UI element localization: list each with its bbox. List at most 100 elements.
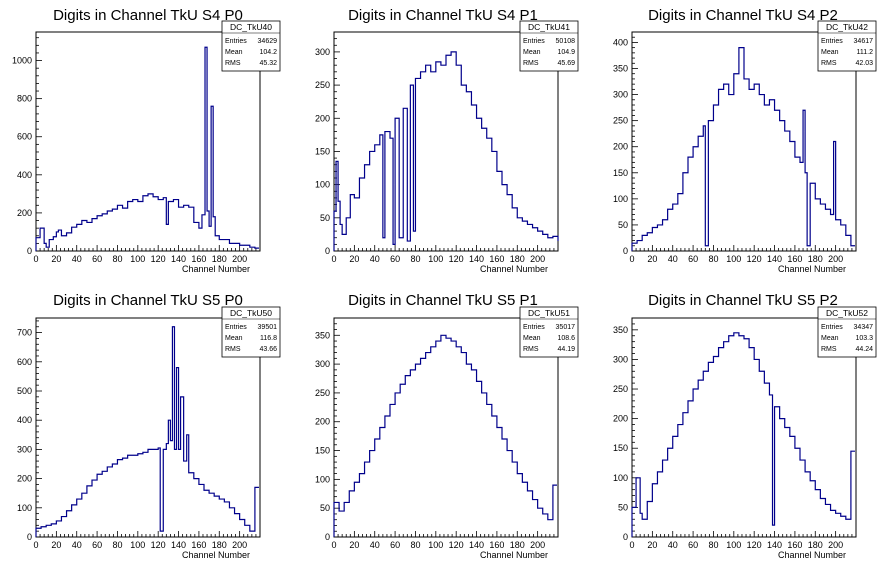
- stats-name: DC_TkU42: [826, 22, 868, 32]
- histogram-series: [631, 332, 855, 537]
- x-tick-label: 100: [130, 254, 145, 264]
- x-tick-label: 20: [51, 540, 61, 550]
- x-tick-label: 200: [232, 540, 247, 550]
- x-tick-label: 20: [349, 540, 359, 550]
- x-tick-label: 120: [151, 540, 166, 550]
- y-tick-label: 50: [618, 502, 628, 512]
- stats-box-frame: [519, 20, 579, 72]
- stats-label: RMS: [523, 346, 539, 353]
- x-tick-label: 140: [767, 254, 782, 264]
- x-tick-label: 20: [349, 254, 359, 264]
- x-tick-label: 0: [33, 254, 38, 264]
- x-axis-label: Channel Number: [182, 550, 250, 560]
- y-tick-label: 300: [315, 359, 330, 369]
- x-tick-label: 140: [171, 254, 186, 264]
- histogram-panel-0: Digits in Channel TkU S4 P0 0 20 40 60 80 100 1…: [12, 7, 281, 274]
- stats-box-frame: [221, 20, 281, 72]
- x-tick-label: 100: [726, 540, 741, 550]
- x-tick-label: 160: [787, 540, 802, 550]
- y-tick-label: 350: [613, 325, 628, 335]
- y-tick-label: 100: [613, 473, 628, 483]
- x-tick-label: 160: [489, 540, 504, 550]
- y-tick-label: 250: [613, 384, 628, 394]
- panel-title: Digits in Channel TkU S5 P1: [348, 292, 538, 309]
- y-tick-label: 600: [17, 132, 32, 142]
- stats-label: Entries: [225, 324, 247, 331]
- stats-box: DC_TkU52 Entries 34347 Mean 103.3 RMS 44.24: [817, 306, 877, 358]
- panel-title: Digits in Channel TkU S4 P1: [348, 7, 538, 24]
- y-tick-label: 1000: [12, 56, 32, 66]
- y-tick-label: 400: [613, 37, 628, 47]
- x-tick-label: 140: [767, 540, 782, 550]
- y-tick-label: 400: [17, 415, 32, 425]
- stats-value: 42.03: [855, 60, 873, 67]
- stats-label: RMS: [523, 60, 539, 67]
- x-tick-label: 180: [510, 254, 525, 264]
- stats-name: DC_TkU52: [826, 308, 868, 318]
- histogram-series: [333, 51, 559, 251]
- y-tick-label: 100: [613, 194, 628, 204]
- y-tick-label: 0: [623, 246, 628, 256]
- x-tick-label: 0: [629, 540, 634, 550]
- histogram-panel-4: Digits in Channel TkU S5 P1 0 20 40 60 80 100 1…: [315, 292, 579, 560]
- y-tick-label: 400: [17, 170, 32, 180]
- x-tick-label: 100: [428, 254, 443, 264]
- x-tick-label: 120: [747, 540, 762, 550]
- stats-box-frame: [221, 306, 281, 358]
- x-tick-label: 120: [449, 540, 464, 550]
- x-tick-label: 100: [726, 254, 741, 264]
- x-tick-label: 80: [410, 540, 420, 550]
- y-tick-label: 200: [17, 474, 32, 484]
- histogram-series: [631, 47, 855, 251]
- x-axis-label: Channel Number: [778, 264, 846, 274]
- histogram-series: [35, 46, 259, 251]
- x-tick-label: 160: [489, 254, 504, 264]
- stats-box: DC_TkU42 Entries 34617 Mean 111.2 RMS 42.03: [817, 20, 877, 72]
- panel-title: Digits in Channel TkU S5 P2: [648, 292, 838, 309]
- x-tick-label: 20: [647, 540, 657, 550]
- y-tick-label: 250: [315, 80, 330, 90]
- stats-label: RMS: [225, 60, 241, 67]
- x-tick-label: 180: [212, 254, 227, 264]
- y-tick-label: 0: [325, 246, 330, 256]
- stats-label: Mean: [523, 335, 541, 342]
- stats-value: 111.2: [857, 49, 874, 56]
- x-axis-label: Channel Number: [778, 550, 846, 560]
- x-tick-label: 60: [688, 254, 698, 264]
- x-tick-label: 140: [469, 254, 484, 264]
- histogram-panel-2: Digits in Channel TkU S4 P2 0 20 40 60 80 100 1…: [613, 7, 877, 274]
- x-tick-label: 160: [191, 540, 206, 550]
- y-tick-label: 200: [613, 142, 628, 152]
- y-tick-label: 0: [27, 246, 32, 256]
- x-axis-label: Channel Number: [182, 264, 250, 274]
- x-tick-label: 60: [92, 540, 102, 550]
- y-tick-label: 800: [17, 94, 32, 104]
- x-tick-label: 200: [828, 254, 843, 264]
- histogram-panel-3: Digits in Channel TkU S5 P0 0 20 40 60 80 100 1…: [17, 292, 281, 560]
- x-tick-label: 140: [469, 540, 484, 550]
- x-tick-label: 80: [410, 254, 420, 264]
- stats-box: DC_TkU41 Entries 50108 Mean 104.9 RMS 45.69: [519, 20, 579, 72]
- x-tick-label: 60: [390, 254, 400, 264]
- stats-value: 45.32: [259, 60, 277, 67]
- x-tick-label: 80: [112, 540, 122, 550]
- stats-name: DC_TkU40: [230, 22, 272, 32]
- x-tick-label: 140: [171, 540, 186, 550]
- x-tick-label: 0: [331, 254, 336, 264]
- x-tick-label: 0: [629, 254, 634, 264]
- x-tick-label: 0: [331, 540, 336, 550]
- stats-label: Entries: [523, 324, 545, 331]
- stats-box: DC_TkU51 Entries 35017 Mean 108.6 RMS 44.19: [519, 306, 579, 358]
- stats-value: 116.8: [260, 335, 277, 342]
- y-tick-label: 200: [315, 113, 330, 123]
- stats-value: 39501: [258, 324, 278, 331]
- stats-label: Mean: [821, 49, 839, 56]
- y-tick-label: 100: [17, 503, 32, 513]
- y-tick-label: 150: [613, 168, 628, 178]
- x-tick-label: 180: [510, 540, 525, 550]
- y-tick-label: 500: [17, 386, 32, 396]
- x-tick-label: 180: [808, 254, 823, 264]
- y-tick-label: 200: [17, 208, 32, 218]
- histogram-series: [35, 326, 259, 537]
